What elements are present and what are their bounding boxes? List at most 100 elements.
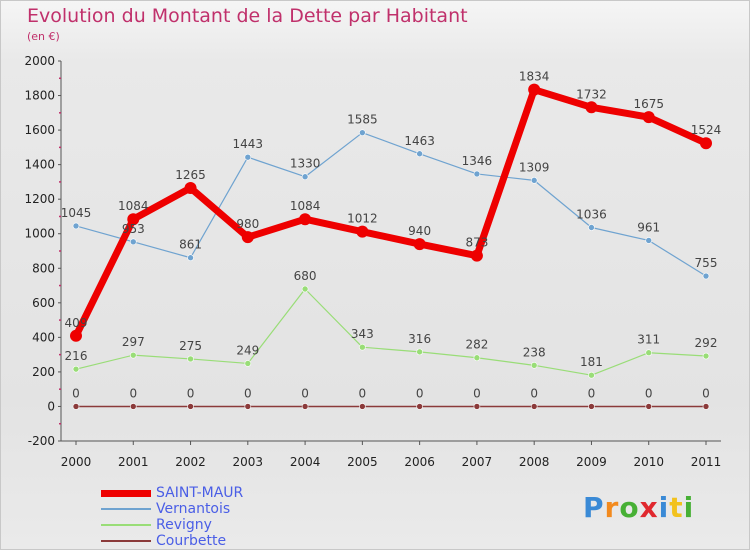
data-point-courbette — [301, 403, 309, 410]
data-label-saint-maur: 1524 — [691, 123, 722, 137]
data-point-courbette — [702, 403, 710, 410]
data-label-vernantois: 953 — [122, 222, 145, 236]
legend-swatch-revigny — [101, 524, 151, 526]
data-point-saint-maur — [184, 181, 197, 194]
data-point-revigny — [416, 348, 423, 356]
data-point-courbette — [473, 403, 481, 410]
data-label-saint-maur: 1675 — [633, 97, 664, 111]
x-tick-label: 2006 — [404, 455, 435, 469]
data-point-vernantois — [473, 170, 481, 178]
legend-label-saint-maur: SAINT-MAUR — [156, 485, 244, 501]
legend-item-saint-maur: SAINT-MAUR — [101, 485, 301, 501]
data-label-courbette: 0 — [702, 386, 710, 400]
series-courbette — [72, 403, 710, 410]
data-label-courbette: 0 — [359, 386, 367, 400]
data-label-saint-maur: 873 — [465, 236, 488, 250]
data-point-saint-maur — [585, 101, 598, 114]
data-label-revigny: 282 — [465, 338, 488, 352]
legend-swatch-vernantois — [101, 508, 151, 510]
legend-label-revigny: Revigny — [156, 517, 212, 533]
x-tick-label: 2007 — [462, 455, 493, 469]
data-point-revigny — [301, 285, 309, 293]
data-label-vernantois: 1346 — [462, 154, 493, 168]
data-point-saint-maur — [299, 213, 312, 226]
data-point-vernantois — [645, 237, 653, 244]
data-point-saint-maur — [413, 238, 426, 251]
data-label-revigny: 249 — [236, 343, 259, 357]
series-saint-maur — [70, 83, 712, 342]
data-point-vernantois — [416, 150, 423, 158]
data-label-courbette: 0 — [244, 386, 252, 400]
data-point-saint-maur — [528, 83, 541, 96]
y-tick-label: 1800 — [24, 89, 55, 103]
data-point-saint-maur — [356, 225, 369, 238]
data-label-revigny: 680 — [294, 269, 317, 283]
data-point-saint-maur — [700, 137, 712, 150]
data-label-courbette: 0 — [416, 386, 424, 400]
y-tick-label: 400 — [32, 330, 55, 344]
series-revigny — [72, 285, 710, 379]
y-tick-label: 1600 — [24, 123, 55, 137]
data-point-revigny — [72, 365, 80, 373]
series-line-revigny — [75, 288, 707, 376]
data-label-revigny: 343 — [351, 327, 374, 341]
x-tick-label: 2008 — [519, 455, 550, 469]
data-label-revigny: 238 — [523, 345, 546, 359]
data-label-courbette: 0 — [301, 386, 309, 400]
data-label-vernantois: 961 — [637, 220, 660, 234]
y-tick-label: 1400 — [24, 158, 55, 172]
data-label-saint-maur: 1084 — [290, 199, 321, 213]
data-label-revigny: 311 — [637, 333, 660, 347]
data-point-saint-maur — [70, 329, 82, 342]
data-point-vernantois — [359, 129, 366, 136]
data-label-courbette: 0 — [645, 386, 653, 400]
data-label-vernantois: 1330 — [290, 157, 321, 171]
data-label-vernantois: 1585 — [347, 113, 378, 127]
data-point-vernantois — [187, 254, 194, 262]
x-tick-label: 2009 — [576, 455, 607, 469]
data-label-revigny: 316 — [408, 332, 431, 346]
data-point-revigny — [359, 343, 366, 351]
data-point-vernantois — [72, 222, 80, 230]
data-point-courbette — [129, 403, 137, 410]
legend-label-vernantois: Vernantois — [156, 501, 231, 517]
data-point-saint-maur — [127, 213, 140, 226]
series-line-saint-maur — [72, 86, 708, 338]
legend: SAINT-MAUR Vernantois Revigny Courbette — [101, 485, 301, 549]
y-tick-label: -200 — [28, 434, 55, 448]
data-label-courbette: 0 — [530, 386, 538, 400]
logo-letter: r — [604, 491, 620, 524]
y-tick-label: 600 — [32, 296, 55, 310]
data-point-revigny — [702, 352, 710, 360]
data-point-vernantois — [244, 153, 252, 161]
plot-area: 0 0 0 0 0 0 0 0 0 0 0 0 216 297 275 249 680 343 316 282 238 1… — [61, 70, 722, 410]
data-label-vernantois: 1463 — [404, 134, 435, 148]
data-label-revigny: 216 — [65, 349, 88, 363]
logo-letter: o — [619, 491, 640, 524]
data-label-saint-maur: 1265 — [175, 168, 206, 182]
data-label-saint-maur: 1084 — [118, 199, 149, 213]
data-point-revigny — [588, 371, 595, 379]
data-label-vernantois: 755 — [695, 256, 718, 270]
data-label-saint-maur: 1012 — [347, 212, 378, 226]
data-point-vernantois — [129, 238, 137, 246]
legend-swatch-saint-maur — [101, 489, 151, 497]
data-label-vernantois: 861 — [179, 238, 202, 252]
proxiti-logo: Proxiti — [583, 491, 694, 524]
x-tick-label: 2003 — [233, 455, 264, 469]
logo-letter: t — [669, 491, 684, 524]
y-tick-label: 800 — [32, 261, 55, 275]
legend-item-courbette: Courbette — [101, 533, 301, 549]
data-label-saint-maur: 409 — [65, 316, 88, 330]
data-point-revigny — [129, 351, 137, 359]
data-point-revigny — [645, 349, 653, 357]
data-label-courbette: 0 — [72, 386, 80, 400]
x-tick-label: 2010 — [633, 455, 664, 469]
data-label-vernantois: 1309 — [519, 160, 550, 174]
data-label-revigny: 292 — [695, 336, 718, 350]
y-tick-label: 1000 — [24, 227, 55, 241]
data-point-courbette — [645, 403, 653, 410]
logo-letter: x — [639, 491, 659, 524]
